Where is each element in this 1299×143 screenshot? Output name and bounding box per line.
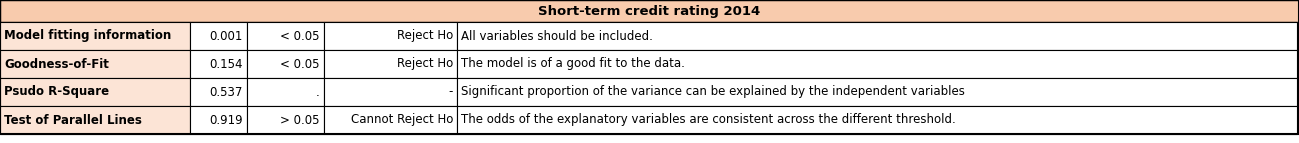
Text: Model fitting information: Model fitting information [4,29,171,42]
Bar [323,78,457,106]
Text: 0.537: 0.537 [209,86,243,99]
Text: .: . [316,86,320,99]
Bar [0,78,190,106]
Bar [457,106,1296,134]
Bar [457,50,1296,78]
Bar [0,22,190,50]
Bar [190,50,247,78]
Bar [457,22,1296,50]
Text: < 0.05: < 0.05 [281,57,320,70]
Text: < 0.05: < 0.05 [281,29,320,42]
Text: The odds of the explanatory variables are consistent across the different thresh: The odds of the explanatory variables ar… [461,114,956,127]
Bar [323,22,457,50]
Text: Reject Ho: Reject Ho [396,57,453,70]
Text: Reject Ho: Reject Ho [396,29,453,42]
Text: Test of Parallel Lines: Test of Parallel Lines [4,114,142,127]
Bar [0,106,190,134]
Text: 0.154: 0.154 [209,57,243,70]
Bar [323,106,457,134]
Text: Short-term credit rating 2014: Short-term credit rating 2014 [538,4,761,17]
Text: 0.001: 0.001 [209,29,243,42]
Text: Psudo R-Square: Psudo R-Square [4,86,109,99]
Bar [190,22,247,50]
Text: > 0.05: > 0.05 [281,114,320,127]
Text: -: - [448,86,453,99]
Text: The model is of a good fit to the data.: The model is of a good fit to the data. [461,57,685,70]
Bar [190,106,247,134]
Bar [247,78,323,106]
Bar [247,50,323,78]
Bar [190,78,247,106]
Text: Goodness-of-Fit: Goodness-of-Fit [4,57,109,70]
Bar [323,50,457,78]
Text: 0.919: 0.919 [209,114,243,127]
Text: All variables should be included.: All variables should be included. [461,29,653,42]
Bar [0,50,190,78]
Bar [247,106,323,134]
Text: Cannot Reject Ho: Cannot Reject Ho [351,114,453,127]
Text: Significant proportion of the variance can be explained by the independent varia: Significant proportion of the variance c… [461,86,965,99]
Bar [457,78,1296,106]
Bar [247,22,323,50]
Bar [0,0,1299,22]
